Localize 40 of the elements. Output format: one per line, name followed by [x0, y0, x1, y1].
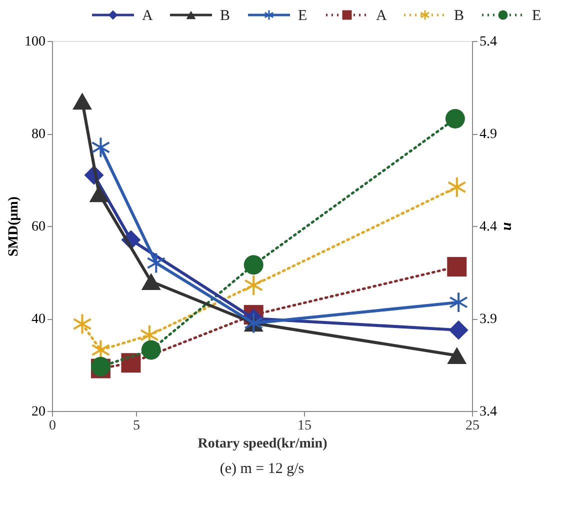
legend-label: A [376, 8, 387, 24]
legend-label: B [454, 8, 464, 24]
x-tick-label: 0 [49, 418, 56, 434]
y2-tick-label: 3.9 [480, 312, 497, 327]
point [141, 273, 161, 290]
y2-axis-title: n [500, 222, 516, 231]
point [146, 252, 166, 274]
y2-tick-label: 4.4 [480, 220, 497, 234]
point [72, 313, 92, 335]
point [448, 320, 468, 340]
y-tick-label: 20 [32, 404, 46, 420]
point [89, 185, 109, 202]
text: (e) m = 12 g/s [220, 461, 304, 477]
y2-tick-label: 5.4 [480, 34, 497, 50]
point [445, 108, 465, 128]
y-tick-label: 40 [32, 312, 46, 327]
x-tick-label: 5 [133, 418, 140, 434]
y-tick-label: 80 [32, 127, 46, 142]
point [91, 136, 110, 158]
legend-label: E [532, 8, 542, 24]
point [72, 92, 92, 110]
x-tick-label: 25 [466, 418, 480, 434]
point [447, 176, 466, 198]
point [141, 340, 161, 360]
point [244, 255, 264, 275]
point [121, 353, 141, 373]
y-axis-title: SMD(μm) [6, 196, 22, 257]
point [244, 274, 264, 296]
legend-label: A [142, 8, 153, 24]
x-axis-title: Rotary speed(kr/min) [198, 436, 328, 452]
point [449, 292, 468, 314]
y-tick-label: 100 [24, 34, 46, 50]
legend-label: B [220, 8, 230, 24]
y2-tick-label: 4.9 [480, 127, 497, 142]
y-tick-label: 60 [32, 220, 46, 234]
legend-label: E [298, 8, 308, 24]
y2-tick-label: 3.4 [480, 404, 497, 420]
x-tick-label: 15 [298, 418, 312, 434]
point [447, 256, 467, 276]
point [447, 347, 467, 364]
